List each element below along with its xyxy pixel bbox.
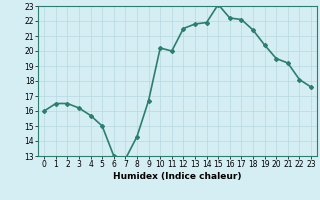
X-axis label: Humidex (Indice chaleur): Humidex (Indice chaleur) [113,172,242,181]
